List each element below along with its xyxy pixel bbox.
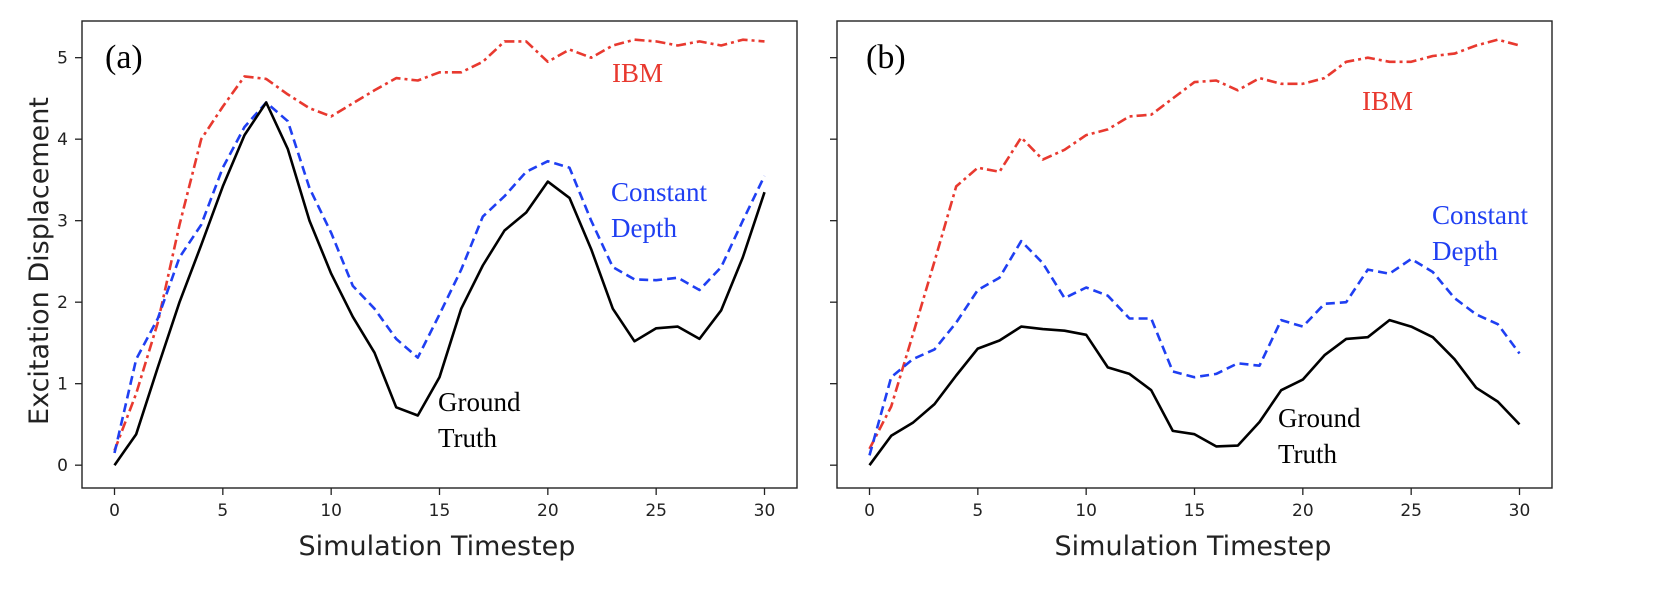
x-tick-label: 5 xyxy=(217,501,228,521)
annotation-line: Ground xyxy=(438,387,521,417)
x-tick-label: 20 xyxy=(1292,501,1314,521)
annotation-line: Constant xyxy=(611,177,708,207)
annotation-line: Depth xyxy=(1432,236,1498,266)
annotation-ibm-a: IBM xyxy=(612,58,663,88)
annotation-line: IBM xyxy=(612,58,663,88)
y-ticks-a: 0 1 2 3 4 5 xyxy=(57,49,82,476)
x-tick-label: 5 xyxy=(972,501,983,521)
x-axis-label-b: Simulation Timestep xyxy=(1055,531,1332,562)
x-axis-label-a: Simulation Timestep xyxy=(299,531,576,562)
y-tick-label: 0 xyxy=(57,456,68,476)
annotation-ground-truth-a: Ground Truth xyxy=(438,387,527,453)
y-ticks-b xyxy=(830,57,837,466)
annotation-line: IBM xyxy=(1362,86,1413,116)
series-line-constant-depth-b xyxy=(868,239,1521,456)
x-tick-label: 25 xyxy=(645,501,667,521)
y-tick-label: 4 xyxy=(57,130,68,150)
x-tick-label: 25 xyxy=(1400,501,1422,521)
annotation-line: Depth xyxy=(611,213,677,243)
series-line-ibm-a xyxy=(113,38,765,451)
annotation-line: Ground xyxy=(1278,403,1361,433)
annotation-ibm-b: IBM xyxy=(1362,86,1413,116)
series-group-a xyxy=(113,38,766,466)
series-line-ground-truth-a xyxy=(113,101,766,466)
y-axis-label: Excitation Displacement xyxy=(24,97,55,425)
y-tick-label: 2 xyxy=(57,293,68,313)
annotation-line: Truth xyxy=(438,423,498,453)
x-tick-label: 10 xyxy=(1075,501,1097,521)
panel-a: 0 1 2 3 4 5 0 5 10 15 20 25 30 (a) Simulation Times… xyxy=(57,20,798,562)
plot-frame-a xyxy=(81,20,798,489)
x-tick-label: 20 xyxy=(537,501,559,521)
y-tick-label: 3 xyxy=(57,212,68,232)
annotation-line: Truth xyxy=(1278,439,1338,469)
x-ticks-a: 0 5 10 15 20 25 30 xyxy=(109,488,775,521)
series-line-constant-depth-a xyxy=(113,101,766,454)
x-tick-label: 0 xyxy=(109,501,120,521)
series-line-ground-truth-b xyxy=(868,318,1521,466)
series-line-ibm-b xyxy=(868,38,1520,450)
annotation-constant-depth-a: Constant Depth xyxy=(611,177,714,243)
x-tick-label: 15 xyxy=(1184,501,1206,521)
x-tick-label: 15 xyxy=(429,501,451,521)
annotation-constant-depth-b: Constant Depth xyxy=(1432,200,1535,266)
annotation-ground-truth-b: Ground Truth xyxy=(1278,403,1367,469)
x-tick-label: 0 xyxy=(864,501,875,521)
y-tick-label: 5 xyxy=(57,49,68,69)
panel-b: 0 5 10 15 20 25 30 (b) Simulation Timestep IBM… xyxy=(830,20,1553,562)
panel-label-b: (b) xyxy=(866,39,906,76)
x-tick-label: 30 xyxy=(1509,501,1531,521)
series-group-b xyxy=(868,38,1521,466)
x-tick-label: 30 xyxy=(754,501,776,521)
annotation-line: Constant xyxy=(1432,200,1529,230)
panel-label-a: (a) xyxy=(105,39,143,76)
y-tick-label: 1 xyxy=(57,375,68,395)
x-tick-label: 10 xyxy=(320,501,342,521)
x-ticks-b: 0 5 10 15 20 25 30 xyxy=(864,488,1530,521)
